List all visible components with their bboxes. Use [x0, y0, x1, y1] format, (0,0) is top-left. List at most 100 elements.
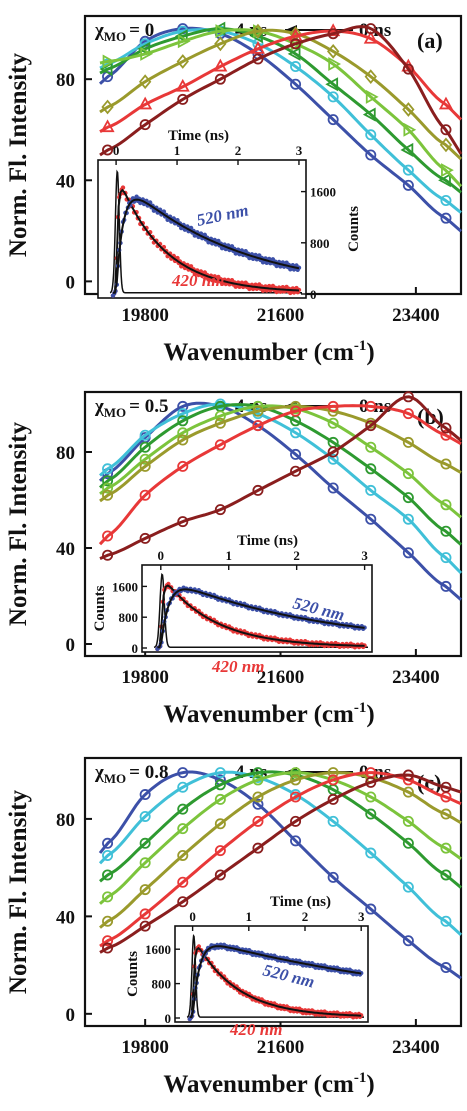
data-point	[252, 420, 264, 432]
data-point	[290, 405, 302, 417]
data-point	[440, 194, 452, 206]
data-point	[441, 163, 454, 178]
series-5	[98, 400, 462, 546]
label-420nm: 420 nm	[171, 271, 224, 290]
x-tick-label: 19800	[121, 667, 169, 688]
label-420nm: 420 nm	[211, 657, 264, 676]
series-fit-line	[99, 395, 462, 560]
data-point	[252, 767, 264, 779]
x-tick-label: 23400	[392, 667, 440, 688]
y-tick-label: 80	[56, 70, 75, 91]
inset-y-tick-label: 1600	[145, 942, 171, 957]
data-point	[102, 144, 114, 156]
x-tick-label: 21600	[257, 667, 305, 688]
data-point	[139, 789, 151, 801]
data-point	[440, 869, 452, 881]
data-point	[177, 781, 189, 793]
chi-subscript: MO	[104, 771, 126, 786]
data-point	[250, 40, 265, 54]
data-point	[365, 441, 377, 453]
data-point	[138, 74, 152, 90]
data-point	[440, 525, 452, 537]
data-point	[214, 869, 226, 881]
data-point	[213, 58, 228, 72]
data-point	[290, 427, 302, 439]
series-1	[99, 398, 463, 575]
data-point	[327, 114, 339, 126]
series-fit-line	[99, 403, 462, 546]
data-point	[139, 920, 151, 932]
series-fit-line	[99, 771, 462, 948]
instrument-response-line	[153, 573, 368, 648]
label-420nm: 420 nm	[229, 1020, 282, 1039]
data-point	[403, 122, 417, 137]
series-fit-line	[98, 770, 462, 980]
chi-value: = 0.8	[129, 762, 168, 783]
data-point	[440, 842, 452, 854]
data-point	[364, 69, 377, 85]
data-point	[139, 857, 151, 869]
chi-label: χMO = 0	[94, 20, 154, 44]
data-point	[177, 400, 189, 412]
data-point	[438, 96, 453, 110]
data-point	[365, 513, 377, 525]
data-point	[327, 774, 339, 786]
series-3	[99, 767, 462, 905]
inset-y-tick-label: 800	[310, 236, 330, 251]
series-fit-line	[99, 770, 462, 889]
data-point	[100, 119, 115, 133]
x-axis-title-close: )	[366, 339, 374, 366]
data-point	[140, 46, 154, 61]
data-point	[101, 99, 114, 115]
data-point	[327, 91, 339, 103]
x-axis-title-main: Wavenumber (cm	[163, 339, 354, 366]
data-point	[139, 441, 151, 453]
data-point	[139, 837, 151, 849]
data-point	[402, 391, 414, 403]
data-point	[290, 38, 302, 50]
y-axis-title: Norm. Fl. Intensity	[5, 52, 32, 257]
data-point	[214, 767, 226, 779]
data-point	[177, 34, 191, 49]
data-point	[402, 513, 414, 525]
data-point	[402, 179, 414, 191]
x-axis-title: Wavenumber (cm-1)	[163, 700, 374, 728]
panel-label: (a)	[417, 28, 443, 53]
data-point	[137, 41, 151, 56]
series-fit-line	[99, 771, 462, 905]
y-tick-label: 40	[56, 171, 75, 192]
data-point	[174, 29, 188, 44]
data-point	[177, 876, 189, 888]
inset-x-tick-label: 0	[158, 548, 165, 563]
y-axis-title: Norm. Fl. Intensity	[5, 789, 32, 994]
data-point	[290, 774, 302, 786]
series-fit-line	[98, 404, 462, 546]
series-3	[99, 24, 463, 188]
x-tick-label: 21600	[257, 1037, 305, 1058]
inset-y-tick-label: 0	[132, 641, 139, 656]
data-point	[402, 769, 414, 781]
data-point	[327, 28, 339, 40]
inset-x-tick-label: 3	[296, 143, 303, 158]
data-point	[102, 935, 114, 947]
data-point	[290, 767, 302, 779]
data-point	[214, 36, 227, 52]
inset-y-label: Counts	[125, 951, 141, 997]
inset-x-label: Time (ns)	[270, 894, 331, 910]
inset-y-tick-label: 800	[152, 977, 172, 992]
data-point	[327, 871, 339, 883]
chi-subscript: MO	[104, 405, 126, 420]
data-point	[365, 808, 377, 820]
data-point	[102, 489, 114, 501]
data-point	[177, 460, 189, 472]
data-point	[252, 815, 264, 827]
y-tick-label: 40	[56, 539, 75, 560]
x-tick-label: 23400	[392, 305, 440, 326]
data-point	[402, 881, 414, 893]
data-point	[365, 463, 377, 475]
chi-label: χMO = 0.8	[94, 762, 169, 786]
